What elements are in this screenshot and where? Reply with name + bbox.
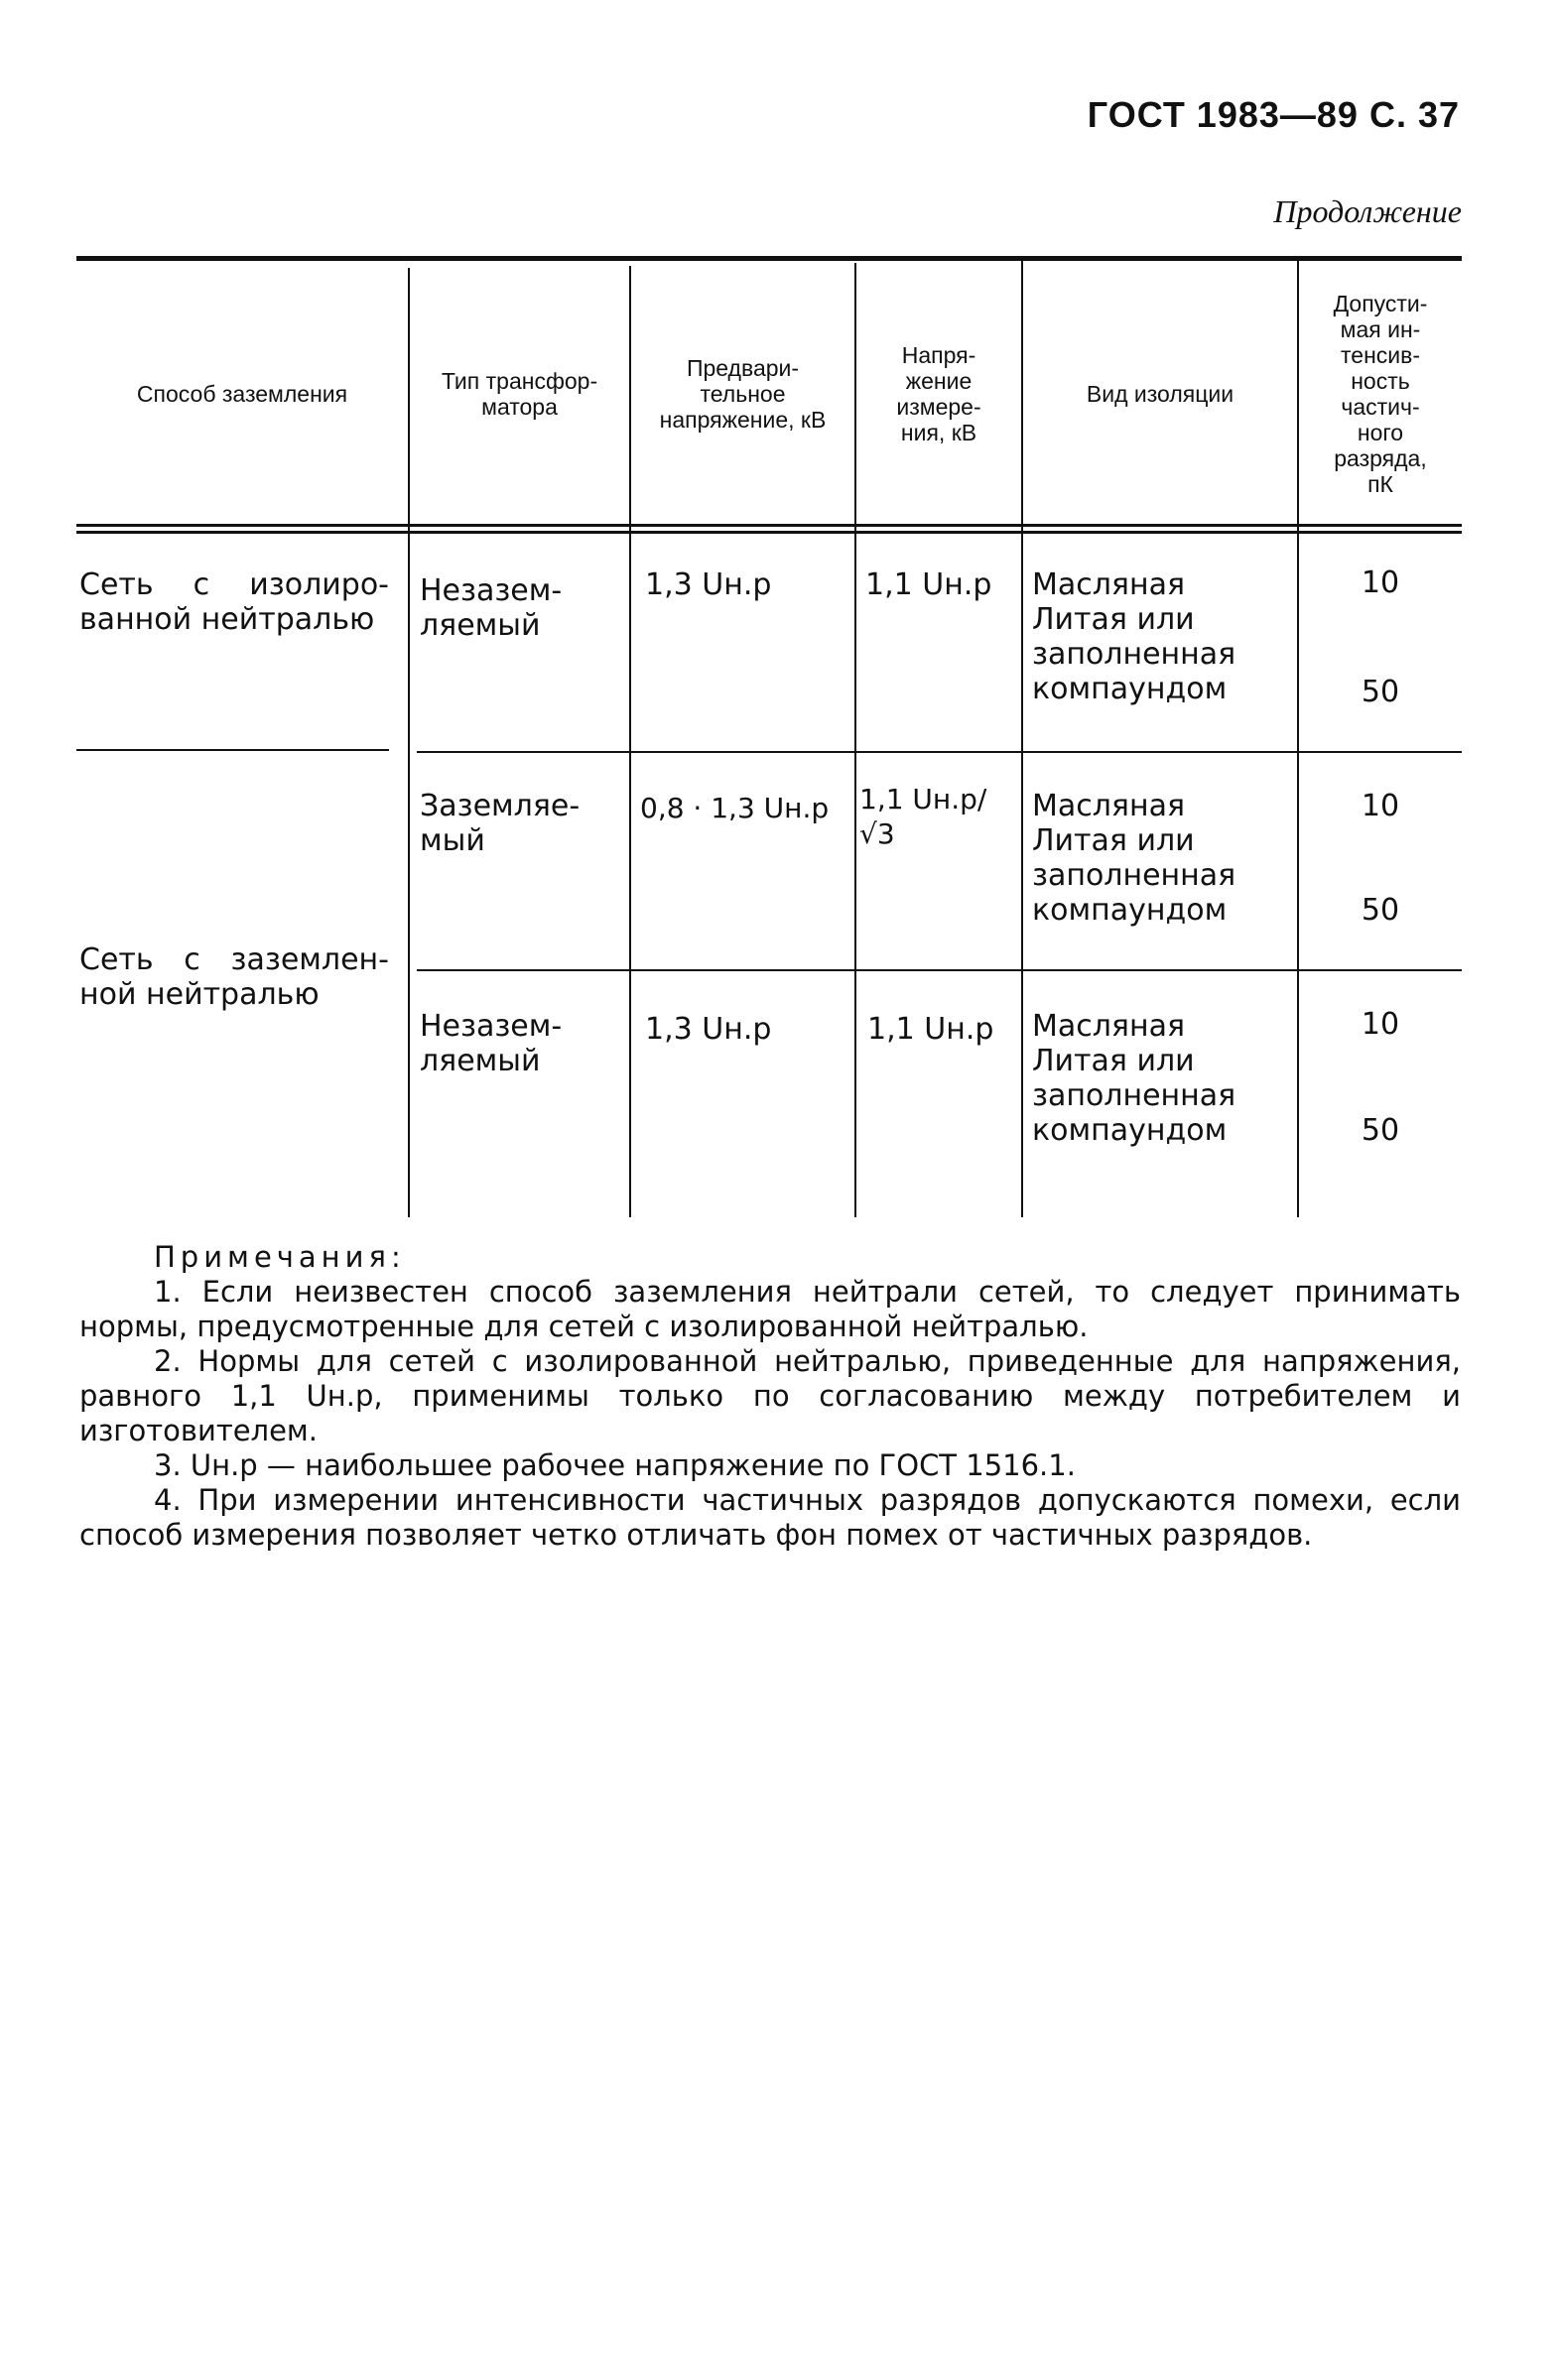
grounding-method: Сеть с изолиро-ванной нейтралью [79, 567, 389, 637]
insulation-type: Масляная Литая или заполненная компаундом [1032, 1009, 1290, 1148]
column-divider [408, 268, 410, 1217]
preliminary-voltage: 0,8 · 1,3 Uн.р [640, 792, 830, 824]
row-rule [76, 749, 389, 751]
row-rule [417, 969, 1462, 971]
column-header: Напря-жение измере-ния, кВ [896, 341, 981, 445]
notes-title: Примечания: [154, 1240, 406, 1274]
column-header: Вид изоляции [1086, 380, 1234, 407]
continuation-label: Продолжение [1273, 193, 1462, 229]
transformer-type: Незазем-ляемый [420, 1009, 563, 1078]
insulation-oil: Масляная [1032, 1009, 1186, 1044]
pd-value: 50 [1361, 1113, 1400, 1148]
column-divider [1297, 261, 1299, 1217]
insulation-cast: Литая или заполненная компаундом [1032, 823, 1236, 928]
measurement-voltage: 1,1 Uн.р [867, 1012, 994, 1047]
transformer-type: Заземляе-мый [420, 789, 581, 858]
header-rule [76, 531, 1462, 534]
insulation-oil: Масляная [1032, 789, 1186, 823]
column-divider [854, 263, 856, 1217]
pd-value: 50 [1361, 893, 1400, 928]
transformer-type: Незазем-ляемый [420, 573, 563, 643]
pd-value: 10 [1361, 565, 1400, 600]
note-item: 4. При измерении интенсивности частичных… [79, 1483, 1461, 1552]
measurement-voltage: 1,1 Uн.р/√3 [859, 783, 987, 850]
column-header: Допусти-мая ин-тенсив-ность частич-ного … [1333, 290, 1428, 497]
measurement-voltage: 1,1 Uн.р [865, 567, 992, 602]
column-header: Предвари-тельное напряжение, кВ [659, 354, 827, 433]
pd-value: 50 [1361, 675, 1400, 709]
row-rule [417, 751, 1462, 753]
column-header: Способ заземления [136, 380, 348, 407]
column-divider [629, 266, 631, 1217]
insulation-type: Масляная Литая или заполненная компаундом [1032, 567, 1290, 706]
pd-value: 10 [1361, 1007, 1400, 1042]
pd-value: 10 [1361, 789, 1400, 823]
insulation-cast: Литая или заполненная компаундом [1032, 1044, 1236, 1148]
note-item: 2. Нормы для сетей с изолированной нейтр… [79, 1344, 1461, 1447]
column-header: Тип трансфор-матора [441, 367, 598, 420]
header-rule [76, 524, 1462, 527]
preliminary-voltage: 1,3 Uн.р [645, 567, 772, 602]
insulation-cast: Литая или заполненная компаундом [1032, 602, 1236, 706]
grounding-method: Сеть с заземлен-ной нейтралью [79, 942, 389, 1012]
column-divider [1021, 261, 1023, 1217]
note-item: 1. Если неизвестен способ заземления ней… [79, 1275, 1461, 1343]
preliminary-voltage: 1,3 Uн.р [645, 1012, 772, 1047]
table-top-rule [76, 256, 1462, 261]
insulation-oil: Масляная [1032, 567, 1186, 602]
page-header: ГОСТ 1983—89 С. 37 [1087, 94, 1460, 135]
insulation-type: Масляная Литая или заполненная компаундом [1032, 789, 1290, 928]
note-item: 3. Uн.р — наибольшее рабочее напряжение … [154, 1448, 1076, 1482]
notes: Примечания: 1. Если неизвестен способ за… [79, 1240, 1461, 1553]
